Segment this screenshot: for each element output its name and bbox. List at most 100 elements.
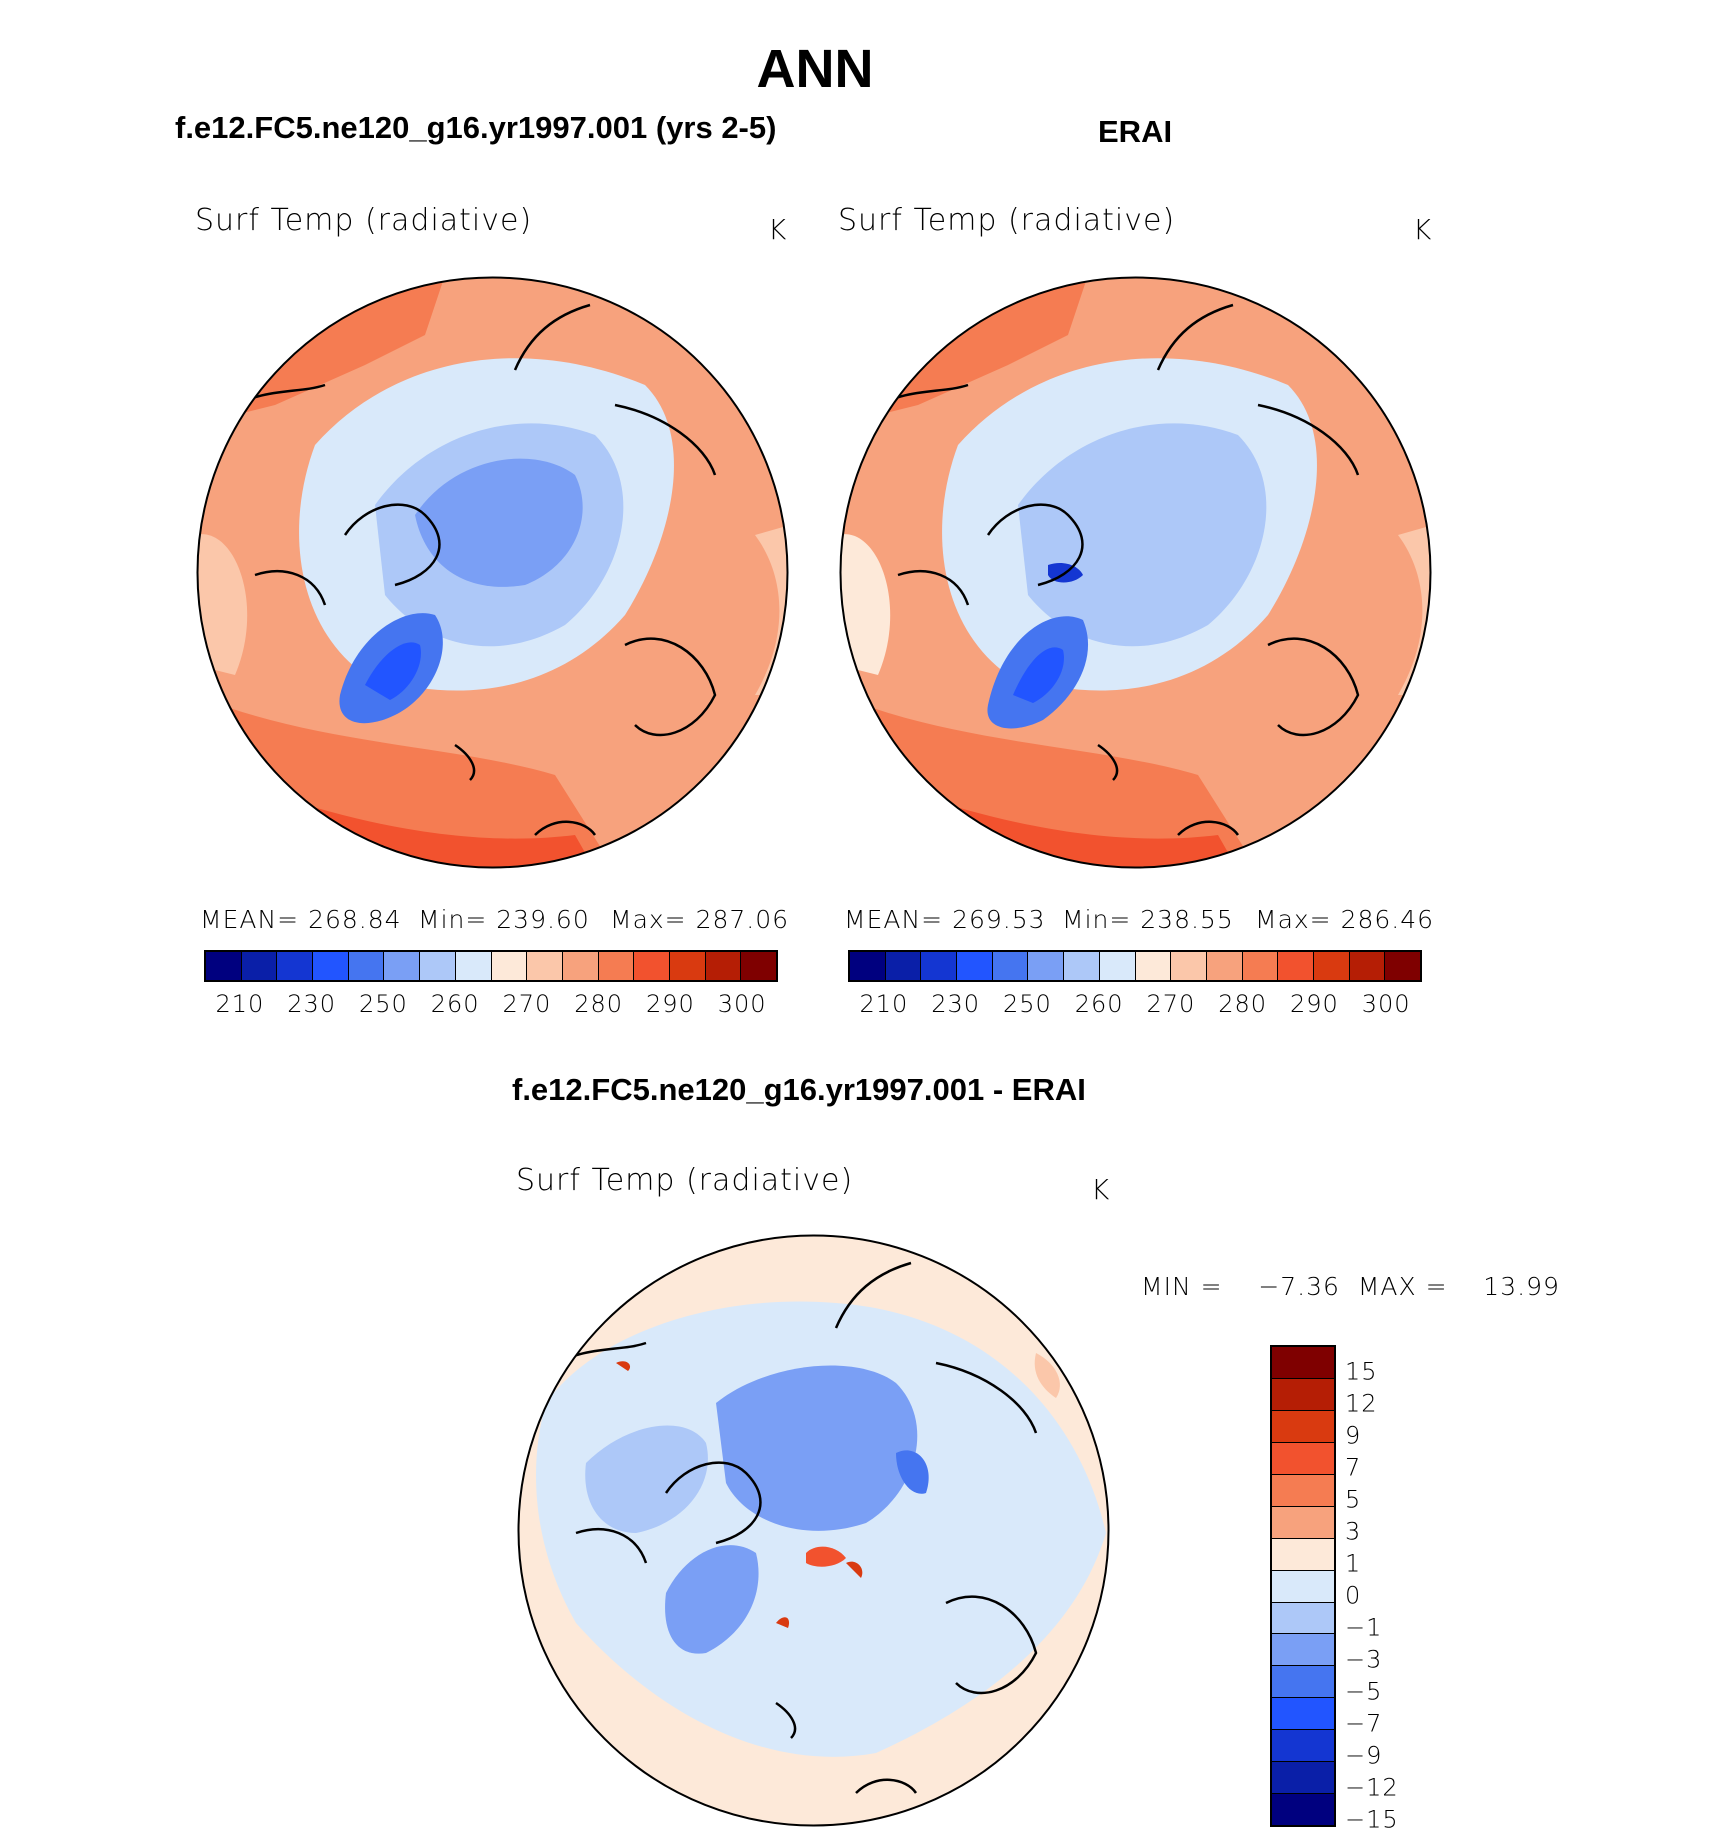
diff-colorbar-tick-label: 5 <box>1345 1485 1362 1514</box>
obs-colorbar-tick-label: 260 <box>1074 990 1124 1018</box>
diff-colorbar-box <box>1272 1794 1334 1826</box>
obs-polar-map <box>839 276 1432 869</box>
obs-max-stat: Max= 286.46 <box>1255 905 1435 934</box>
obs-unit-label: K <box>1413 213 1433 246</box>
model-colorbar-box <box>348 952 385 980</box>
diff-colorbar-box <box>1272 1474 1334 1507</box>
obs-colorbar-box <box>1206 952 1243 980</box>
obs-colorbar-tick-label: 290 <box>1289 990 1339 1018</box>
diff-colorbar-box <box>1272 1730 1334 1763</box>
obs-colorbar-box <box>1064 952 1100 980</box>
diff-variable-label: Surf Temp (radiative) <box>516 1163 854 1198</box>
model-colorbar-box <box>741 952 776 980</box>
model-colorbar-tick-label: 210 <box>215 990 265 1018</box>
diff-colorbar-tick-label: 0 <box>1345 1581 1362 1610</box>
model-max-stat: Max= 287.06 <box>610 905 790 934</box>
diff-colorbar-tick-label: 3 <box>1345 1517 1362 1546</box>
model-colorbar-tick-label: 290 <box>645 990 695 1018</box>
obs-colorbar-box <box>1171 952 1207 980</box>
diff-case-title: f.e12.FC5.ne120_g16.yr1997.001 - ERAI <box>512 1072 1086 1107</box>
diff-colorbar-box <box>1272 1570 1334 1603</box>
obs-colorbar-tick-label: 300 <box>1361 990 1411 1018</box>
diff-colorbar-box <box>1272 1506 1334 1539</box>
diff-colorbar-tick-label: −3 <box>1345 1645 1383 1674</box>
diff-colorbar-tick-label: −12 <box>1345 1773 1399 1802</box>
diff-colorbar-box <box>1272 1698 1334 1731</box>
diff-colorbar-box <box>1272 1410 1334 1443</box>
diff-colorbar-tick-label: 9 <box>1345 1421 1362 1450</box>
diff-colorbar-box <box>1272 1634 1334 1667</box>
obs-min-stat: Min= 238.55 <box>1062 905 1234 934</box>
model-colorbar-box <box>491 952 528 980</box>
model-colorbar-tick-label: 250 <box>358 990 408 1018</box>
obs-colorbar-box <box>1242 952 1279 980</box>
model-colorbar-tick-label: 280 <box>574 990 624 1018</box>
diff-colorbar-box <box>1272 1762 1334 1795</box>
obs-colorbar-box <box>1385 952 1420 980</box>
model-colorbar-box <box>384 952 421 980</box>
model-colorbar-box <box>634 952 670 980</box>
diff-colorbar-tick-label: −1 <box>1345 1613 1383 1642</box>
obs-colorbar-box <box>957 952 993 980</box>
diff-colorbar-box <box>1272 1666 1334 1699</box>
obs-colorbar-box <box>921 952 958 980</box>
obs-case-title: ERAI <box>1098 114 1173 149</box>
diff-colorbar-tick-label: −7 <box>1345 1709 1383 1738</box>
model-colorbar-box <box>598 952 635 980</box>
model-colorbar-ticks: 210 230 250 260 270 280 290 300 <box>204 990 778 1020</box>
diff-colorbar-tick-label: −15 <box>1345 1805 1399 1834</box>
obs-colorbar-box <box>1028 952 1065 980</box>
diff-unit-label: K <box>1091 1173 1111 1206</box>
model-min-stat: Min= 239.60 <box>418 905 590 934</box>
obs-colorbar-box <box>1278 952 1314 980</box>
obs-colorbar-box <box>1099 952 1136 980</box>
model-colorbar-box <box>313 952 349 980</box>
model-colorbar-box <box>206 952 242 980</box>
model-colorbar-box <box>455 952 492 980</box>
model-colorbar-box <box>241 952 278 980</box>
diff-polar-map <box>517 1234 1110 1827</box>
model-unit-label: K <box>768 213 788 246</box>
model-colorbar-tick-label: 230 <box>287 990 337 1018</box>
model-colorbar-box <box>277 952 314 980</box>
diff-minmax-stat: MIN = −7.36 MAX = 13.99 <box>1141 1272 1560 1301</box>
diff-colorbar <box>1270 1345 1336 1827</box>
obs-colorbar-box <box>1313 952 1350 980</box>
model-polar-map <box>196 276 789 869</box>
model-case-title: f.e12.FC5.ne120_g16.yr1997.001 (yrs 2-5) <box>175 110 777 145</box>
model-variable-label: Surf Temp (radiative) <box>195 203 533 238</box>
obs-colorbar-tick-label: 230 <box>931 990 981 1018</box>
obs-variable-label: Surf Temp (radiative) <box>838 203 1176 238</box>
diff-colorbar-tick-label: −9 <box>1345 1741 1383 1770</box>
model-colorbar-box <box>669 952 706 980</box>
obs-colorbar-box <box>850 952 886 980</box>
model-colorbar-box <box>705 952 742 980</box>
obs-colorbar-tick-label: 270 <box>1146 990 1196 1018</box>
model-colorbar <box>204 950 778 982</box>
model-colorbar-box <box>562 952 599 980</box>
model-colorbar-tick-label: 260 <box>430 990 480 1018</box>
page-title: ANN <box>756 39 874 99</box>
diff-colorbar-ticks: 15 12 9 7 5 3 1 0 −1 −3 −5 −7 −9 −12 −15 <box>1345 1345 1425 1833</box>
obs-colorbar-box <box>1349 952 1386 980</box>
model-mean-stat: MEAN= 268.84 <box>200 905 402 934</box>
obs-colorbar-ticks: 210 230 250 260 270 280 290 300 <box>848 990 1422 1020</box>
obs-colorbar-tick-label: 250 <box>1002 990 1052 1018</box>
diff-colorbar-tick-label: 7 <box>1345 1453 1362 1482</box>
obs-mean-stat: MEAN= 269.53 <box>844 905 1046 934</box>
obs-colorbar-box <box>1135 952 1172 980</box>
model-colorbar-tick-label: 300 <box>717 990 767 1018</box>
diff-colorbar-tick-label: 15 <box>1345 1357 1378 1386</box>
diff-colorbar-box <box>1272 1442 1334 1475</box>
diff-colorbar-box <box>1272 1602 1334 1635</box>
diff-colorbar-tick-label: −5 <box>1345 1677 1383 1706</box>
obs-colorbar-tick-label: 280 <box>1218 990 1268 1018</box>
diff-colorbar-box <box>1272 1378 1334 1411</box>
model-colorbar-box <box>527 952 563 980</box>
obs-colorbar-tick-label: 210 <box>859 990 909 1018</box>
diff-colorbar-box <box>1272 1347 1334 1379</box>
obs-colorbar <box>848 950 1422 982</box>
model-colorbar-box <box>420 952 456 980</box>
obs-colorbar-box <box>885 952 922 980</box>
diff-colorbar-tick-label: 12 <box>1345 1389 1378 1418</box>
